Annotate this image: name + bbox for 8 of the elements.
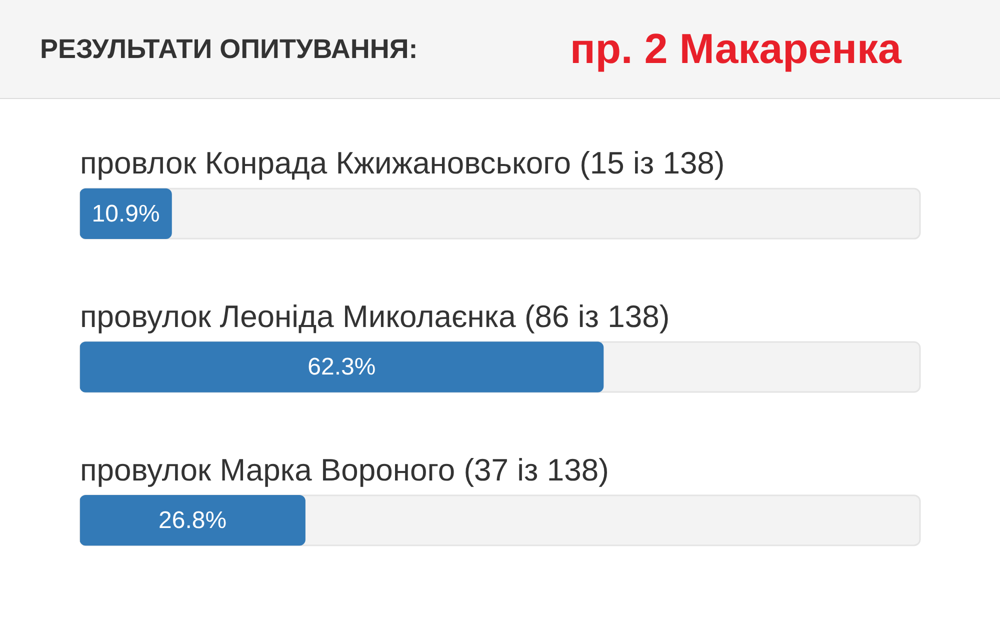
- data-label: 26.8%: [158, 506, 227, 534]
- y-tick-label: провулок Леоніда Миколаєнка (86 із 138): [80, 299, 670, 334]
- data-label: 10.9%: [92, 200, 160, 228]
- chart-title: РЕЗУЛЬТАТИ ОПИТУВАННЯ:: [40, 34, 419, 64]
- chart-subtitle: пр. 2 Макаренка: [570, 25, 902, 73]
- data-label: 62.3%: [308, 354, 376, 381]
- y-tick-label: провулок Марка Вороного (37 із 138): [80, 452, 609, 488]
- y-tick-label: провлок Конрада Кжижановського (15 із 138): [80, 146, 725, 181]
